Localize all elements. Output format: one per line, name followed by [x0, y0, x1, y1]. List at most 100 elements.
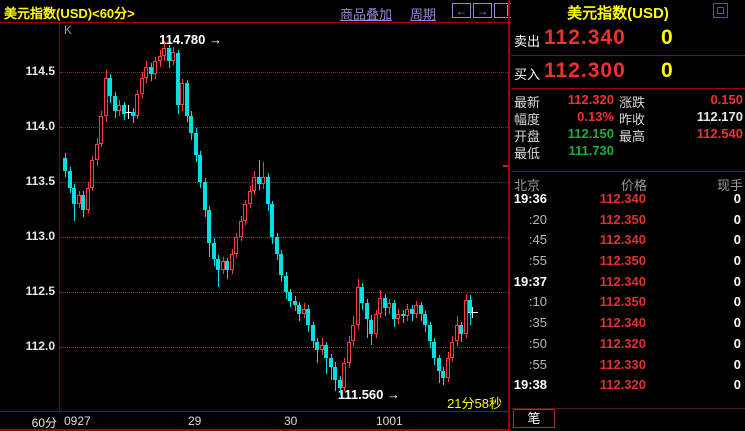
- candle: [450, 341, 454, 358]
- candle: [292, 300, 297, 306]
- candle: [144, 66, 148, 78]
- tab-row-line: [511, 408, 745, 409]
- buy-volume: 0: [661, 59, 673, 82]
- candle: [234, 237, 238, 254]
- period-link[interactable]: 周期: [410, 7, 437, 22]
- candle: [319, 344, 324, 351]
- candle: [351, 325, 355, 342]
- candle: [184, 83, 189, 117]
- chart-title: 美元指数(USD)<60分>: [4, 6, 135, 21]
- y-axis-tick-label: 114.0: [25, 119, 55, 134]
- candle: [265, 176, 270, 204]
- change-value: 0.150: [710, 92, 743, 107]
- x-axis-tick-label: 29: [188, 414, 202, 428]
- right-axis-tick: [503, 165, 508, 167]
- quote-panel: 美元指数(USD) 卖出 112.340 0 买入 112.300 0 最新 1…: [511, 0, 745, 431]
- quote-price: 112.340: [599, 232, 646, 248]
- candle: [270, 204, 274, 237]
- candle: [117, 105, 121, 111]
- candle: [364, 303, 369, 320]
- candle: [139, 77, 144, 95]
- separator: [511, 88, 745, 89]
- candle: [342, 363, 346, 388]
- candle: [369, 319, 373, 334]
- candle: [207, 209, 211, 243]
- candle: [193, 132, 198, 155]
- candle: [468, 299, 472, 312]
- candle: [162, 47, 166, 56]
- candle: [463, 299, 468, 334]
- candle: [454, 325, 459, 342]
- candlestick-chart[interactable]: K 114.780 → 111.560 → 21分58秒: [60, 22, 508, 412]
- right-arrow-icon[interactable]: →: [473, 3, 492, 18]
- x-axis-tick-label: 0927: [64, 414, 91, 428]
- x-axis-line: [0, 411, 510, 412]
- x-axis-tick-label: 30: [284, 414, 298, 428]
- tab-tick-data[interactable]: 笔: [513, 409, 555, 428]
- left-arrow-icon[interactable]: ←: [452, 3, 471, 18]
- candle-wick: [317, 338, 318, 364]
- maximize-icon-inner: [717, 7, 724, 14]
- candle: [175, 53, 180, 106]
- candle: [324, 344, 328, 358]
- quote-row: :55 112.330 0: [511, 357, 745, 378]
- candle: [121, 105, 126, 114]
- quote-time: :55: [528, 253, 547, 269]
- period-label: 60分: [31, 416, 57, 430]
- tick-list[interactable]: 19:36 112.340 0:20 112.350 0:45 112.340 0:55 11…: [511, 191, 745, 399]
- header-separator-line: [0, 22, 745, 23]
- candle: [252, 176, 256, 191]
- candle: [76, 195, 81, 205]
- separator: [511, 55, 745, 56]
- candle: [423, 314, 427, 325]
- candle: [337, 379, 342, 388]
- candle: [427, 325, 432, 342]
- candle-wick: [218, 254, 219, 287]
- candle: [418, 305, 423, 314]
- quote-row: :50 112.320 0: [511, 336, 745, 357]
- candle: [148, 66, 153, 75]
- candle: [216, 259, 220, 270]
- y-axis-line: [59, 22, 60, 412]
- buy-quote-row[interactable]: 买入 112.300 0: [511, 56, 745, 88]
- candle: [288, 292, 292, 301]
- candle: [382, 297, 387, 309]
- quote-row: :45 112.340 0: [511, 232, 745, 253]
- x-axis-bar: 60分 0927 29 30 1001: [0, 412, 510, 430]
- overlay-link[interactable]: 商品叠加: [340, 7, 393, 22]
- candle: [189, 116, 193, 133]
- quote-time: :10: [528, 294, 547, 310]
- sell-quote-row[interactable]: 卖出 112.340 0: [511, 23, 745, 55]
- quote-row: :55 112.350 0: [511, 253, 745, 274]
- quote-row: 19:37 112.340 0: [511, 274, 745, 295]
- maximize-icon[interactable]: [713, 3, 728, 18]
- candle: [400, 314, 405, 317]
- candle: [85, 187, 90, 210]
- y-axis-tick-label: 113.0: [25, 229, 55, 244]
- candle: [103, 77, 108, 117]
- candle: [166, 47, 171, 62]
- quote-row: :35 112.340 0: [511, 315, 745, 336]
- quote-price: 112.350: [599, 294, 646, 310]
- candle: [171, 52, 175, 62]
- quote-price: 112.320: [599, 377, 646, 393]
- candle: [373, 314, 378, 334]
- quote-volume: 0: [733, 232, 741, 248]
- gridline: [60, 127, 508, 129]
- quote-volume: 0: [733, 211, 741, 227]
- candle: [306, 308, 310, 325]
- candle-wick: [330, 353, 332, 380]
- candle: [261, 176, 265, 185]
- candle: [315, 341, 319, 351]
- candle: [67, 171, 72, 188]
- quote-row: :10 112.350 0: [511, 294, 745, 315]
- quote-time: :55: [528, 356, 547, 372]
- y-axis-tick-label: 112.0: [25, 339, 55, 353]
- quote-row: :20 112.350 0: [511, 212, 745, 233]
- candle: [391, 303, 396, 320]
- candle: [333, 366, 337, 380]
- quote-volume: 0: [733, 253, 741, 269]
- y-axis-tick-label: 112.5: [25, 284, 55, 298]
- candle: [274, 237, 279, 254]
